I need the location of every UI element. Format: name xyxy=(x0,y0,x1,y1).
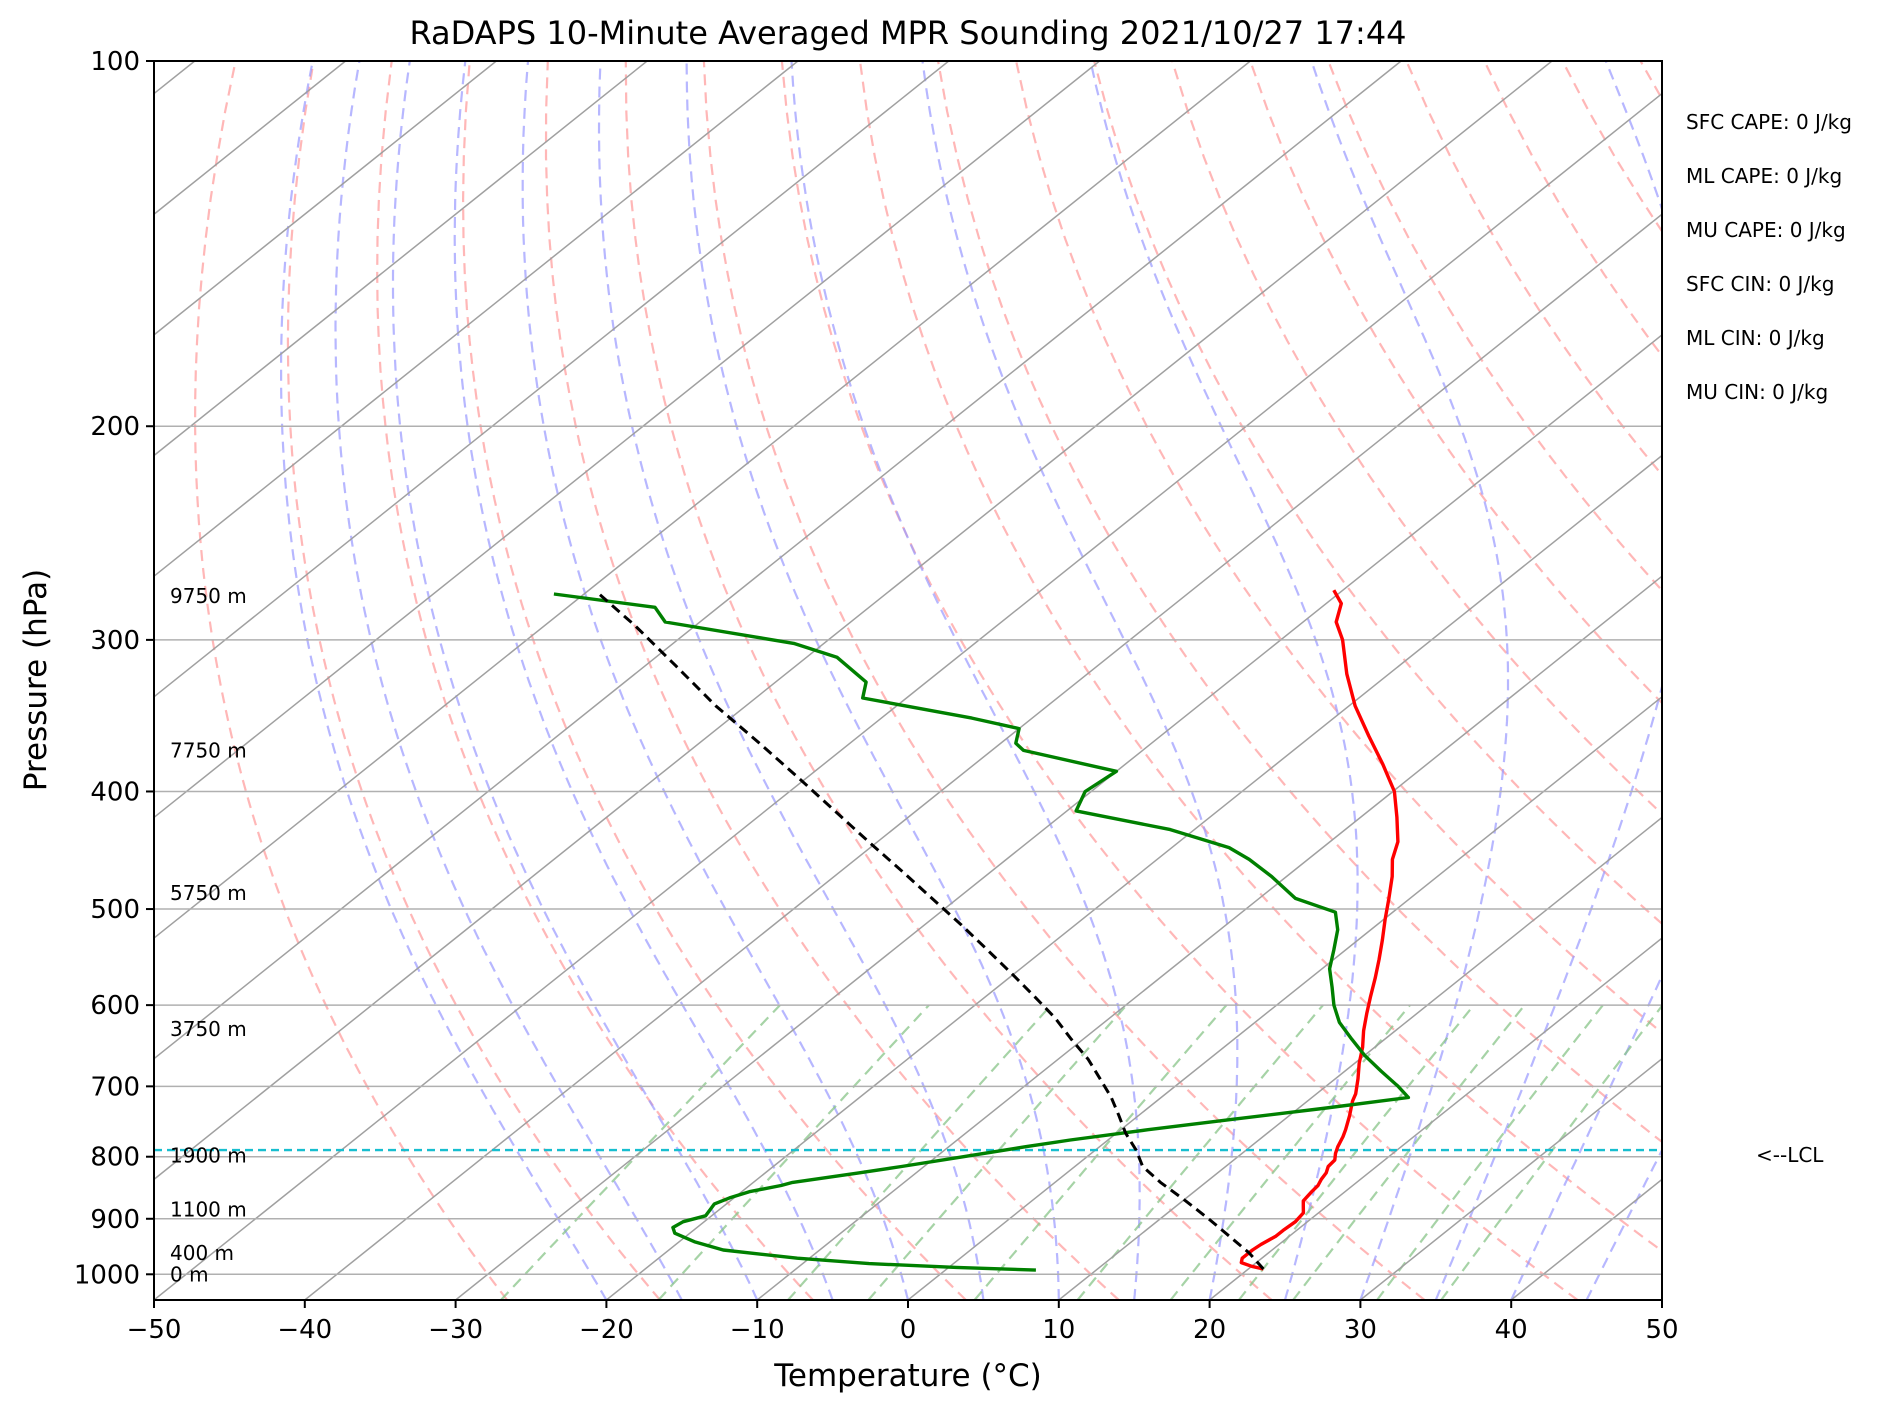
moist-adiabat xyxy=(334,61,683,1300)
mixing-ratio-line xyxy=(657,1004,930,1300)
y-tick-label: 500 xyxy=(90,895,140,925)
x-tick-label: 40 xyxy=(1495,1315,1528,1345)
x-tick-label: 20 xyxy=(1193,1315,1226,1345)
isotherm-line xyxy=(154,92,1662,1300)
series-layer xyxy=(553,589,1411,1272)
height-label: 3750 m xyxy=(170,1017,247,1041)
x-tick-label: −20 xyxy=(579,1315,634,1345)
dry-adiabat xyxy=(1171,61,1662,816)
isotherm-line xyxy=(154,61,1101,819)
y-tick-label: 200 xyxy=(90,412,140,442)
height-label: 7750 m xyxy=(170,738,247,762)
dry-adiabat xyxy=(624,61,1273,1300)
isotherm-line xyxy=(455,333,1662,1300)
mixing-ratio-line xyxy=(1169,1004,1411,1300)
isotherm-line xyxy=(1359,1057,1662,1300)
stat-annotation: ML CAPE: 0 J/kg xyxy=(1686,164,1842,188)
mixing-ratio-line xyxy=(787,1004,1052,1300)
isotherm-line xyxy=(154,61,1251,940)
moist-adiabat xyxy=(685,61,1060,1300)
stat-annotation: MU CIN: 0 J/kg xyxy=(1686,380,1828,404)
moist-adiabat xyxy=(453,61,834,1300)
x-tick-label: −50 xyxy=(127,1315,182,1345)
height-label: 5750 m xyxy=(170,881,247,905)
x-tick-label: 30 xyxy=(1344,1315,1377,1345)
y-tick-label: 600 xyxy=(90,991,140,1021)
mixing-ratio-line xyxy=(1076,1004,1324,1300)
mixing-ratio-line xyxy=(1440,1004,1662,1300)
moist-adiabat xyxy=(1510,973,1662,1300)
y-tick-label: 800 xyxy=(90,1143,140,1173)
isotherm-line xyxy=(304,213,1662,1300)
x-tick-label: 0 xyxy=(900,1315,917,1345)
stat-annotation: ML CIN: 0 J/kg xyxy=(1686,326,1825,350)
x-tick-label: 10 xyxy=(1042,1315,1075,1345)
isotherm-line xyxy=(756,575,1662,1300)
height-label: 9750 m xyxy=(170,584,247,608)
stat-annotation: MU CAPE: 0 J/kg xyxy=(1686,218,1846,242)
stat-annotation: SFC CAPE: 0 J/kg xyxy=(1686,110,1852,134)
y-tick-label: 400 xyxy=(90,777,140,807)
height-label: 400 m xyxy=(170,1241,234,1265)
dry-adiabat xyxy=(702,61,1426,1300)
y-tick-label: 1000 xyxy=(74,1260,140,1290)
mixing-ratio-line xyxy=(973,1004,1228,1300)
dry-adiabat xyxy=(1015,61,1662,1035)
isotherm-line xyxy=(154,61,950,698)
chart-title: RaDAPS 10-Minute Averaged MPR Sounding 2… xyxy=(409,14,1406,52)
dry-adiabat xyxy=(937,61,1662,1144)
isotherm-line xyxy=(605,454,1662,1300)
y-axis-title: Pressure (hPa) xyxy=(18,569,54,791)
dry-adiabat xyxy=(544,61,1120,1300)
dry-adiabat xyxy=(858,61,1662,1253)
y-tick-label: 100 xyxy=(90,47,140,77)
moist-adiabat xyxy=(1310,61,1510,1300)
isotherm-line xyxy=(907,695,1662,1300)
isotherm-line xyxy=(154,61,648,457)
moist-adiabat xyxy=(1089,61,1359,1300)
x-tick-label: 50 xyxy=(1645,1315,1678,1345)
moist-adiabat xyxy=(521,61,910,1300)
isotherm-line xyxy=(154,61,799,578)
isotherm-line xyxy=(1058,816,1662,1300)
x-axis-title: Temperature (°C) xyxy=(773,1358,1042,1394)
x-tick-label: −10 xyxy=(730,1315,785,1345)
stat-annotation: SFC CIN: 0 J/kg xyxy=(1686,272,1834,296)
y-tick-label: 900 xyxy=(90,1205,140,1235)
dry-adiabat xyxy=(1093,61,1662,926)
label-layer: 9750 m 7750 m 5750 m 3750 m 1900 m 1100 m 400 … xyxy=(170,110,1852,1286)
x-tick-label: −40 xyxy=(277,1315,332,1345)
moist-adiabat xyxy=(1585,1147,1662,1300)
moist-adiabat xyxy=(280,61,608,1300)
mixing-ratio-line xyxy=(1376,1004,1604,1300)
mixing-ratio-line xyxy=(1292,1004,1526,1300)
isotherm-line xyxy=(154,61,1402,1060)
moist-adiabat xyxy=(1434,61,1662,1300)
y-tick-label: 700 xyxy=(90,1072,140,1102)
moist-adiabat xyxy=(790,61,1141,1300)
height-label: 1900 m xyxy=(170,1143,247,1167)
height-label: 0 m xyxy=(170,1262,209,1286)
height-label: 1100 m xyxy=(170,1197,247,1221)
isotherm-line xyxy=(154,61,497,336)
lcl-label: <--LCL xyxy=(1756,1143,1824,1167)
isotherm-line xyxy=(154,61,1553,1181)
mixing-ratio-line xyxy=(1238,1004,1475,1300)
dewpoint-line xyxy=(553,592,1411,1272)
dry-adiabat xyxy=(286,61,661,1300)
dry-adiabat xyxy=(1327,61,1662,592)
isotherm-line xyxy=(1209,937,1662,1300)
x-tick-label: −30 xyxy=(428,1315,483,1345)
background-lines xyxy=(154,61,1662,1300)
temperature-line xyxy=(1239,589,1400,1271)
y-tick-label: 300 xyxy=(90,626,140,656)
mixing-ratio-line xyxy=(867,1004,1128,1300)
